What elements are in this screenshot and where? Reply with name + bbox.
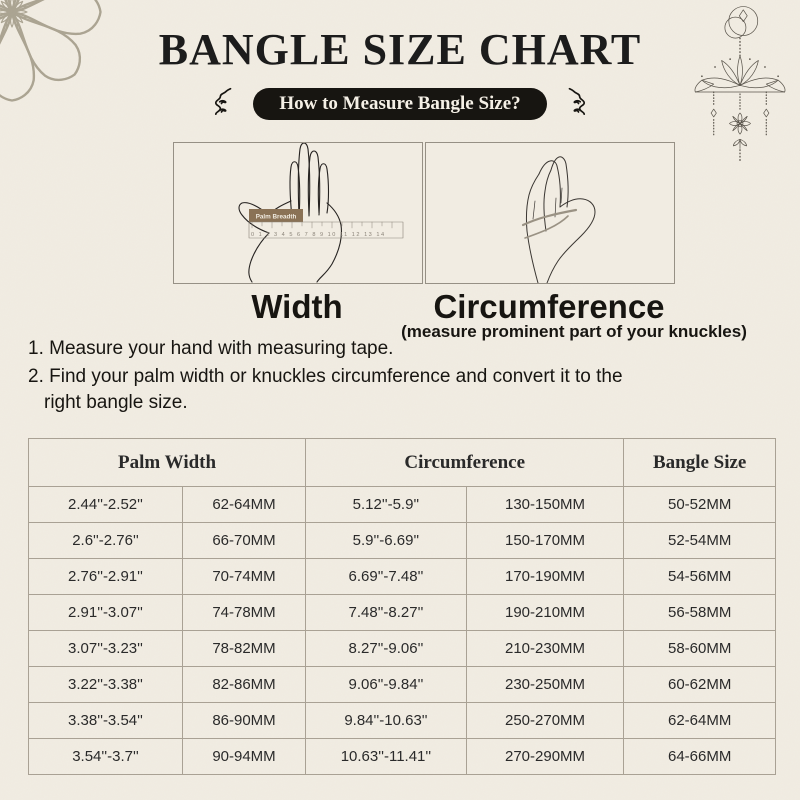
svg-text:Palm Breadth: Palm Breadth [256, 213, 297, 220]
svg-text:0 1 2 3 4 5 6 7 8 9 10 11 12 1: 0 1 2 3 4 5 6 7 8 9 10 11 12 13 14 [251, 232, 386, 238]
